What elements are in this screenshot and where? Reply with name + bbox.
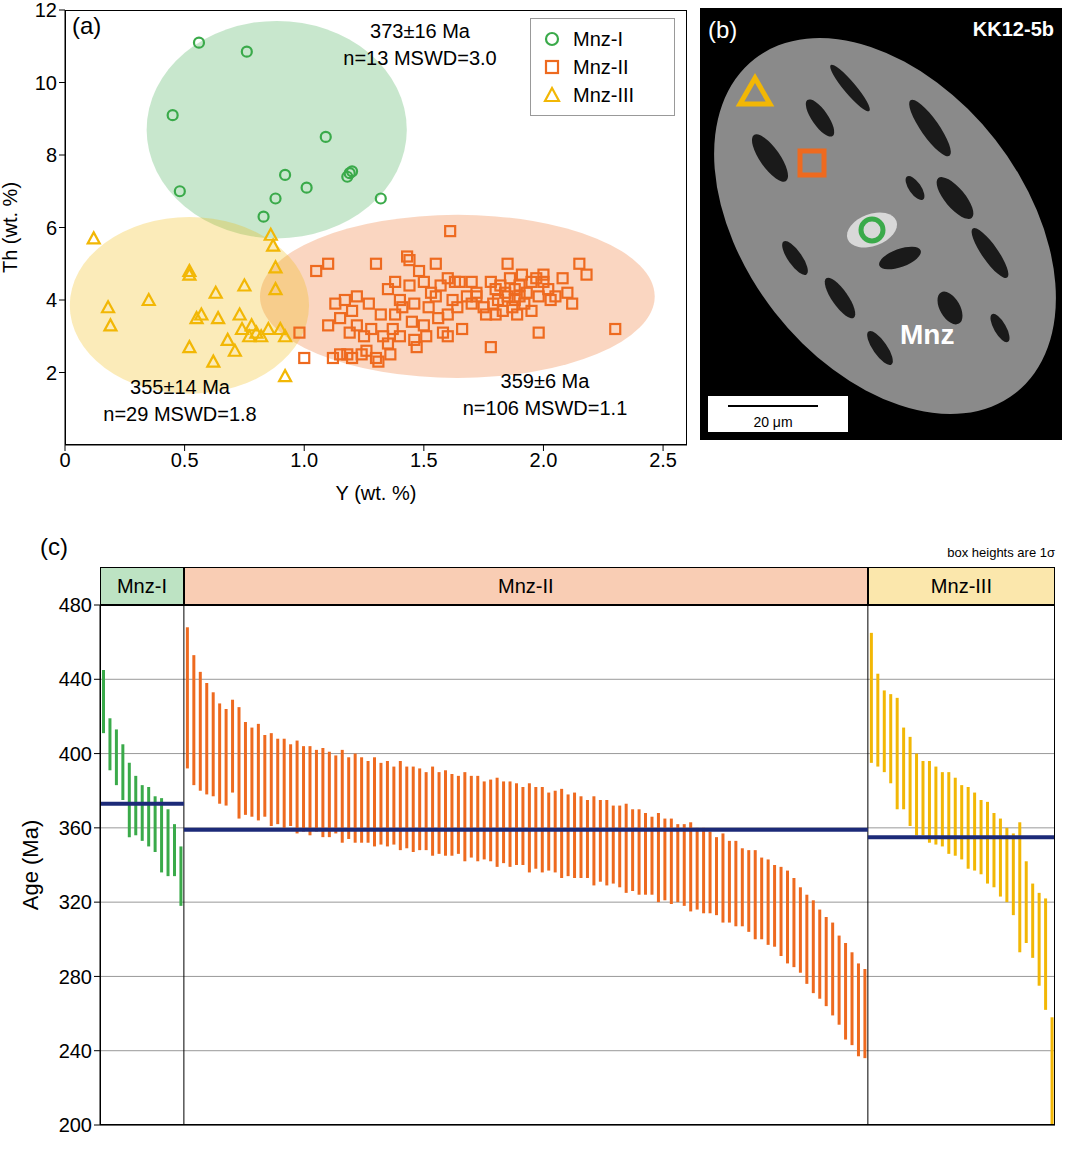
html-text:Mnz-I: Mnz-I	[116, 574, 167, 597]
svg-text:2: 2	[46, 362, 57, 384]
svg-text:6: 6	[46, 217, 57, 239]
svg-text:12: 12	[35, 0, 57, 21]
html-text:(a): (a)	[72, 12, 102, 39]
svg-text:Age (Ma): Age (Ma)	[18, 820, 43, 910]
html-text:box heights are 1σ: box heights are 1σ	[947, 545, 1055, 560]
html-text:n=13 MSWD=3.0: n=13 MSWD=3.0	[343, 47, 497, 69]
svg-text:1.0: 1.0	[290, 449, 318, 471]
svg-text:440: 440	[59, 668, 92, 690]
svg-text:KK12-5b: KK12-5b	[973, 18, 1054, 40]
svg-text:8: 8	[46, 144, 57, 166]
svg-text:240: 240	[59, 1040, 92, 1062]
svg-text:400: 400	[59, 743, 92, 765]
html-text:Mnz-II: Mnz-II	[573, 55, 629, 78]
svg-text:320: 320	[59, 891, 92, 913]
svg-text:Y (wt. %): Y (wt. %)	[336, 482, 417, 504]
svg-text:4: 4	[46, 289, 57, 311]
html-text:355±14 Ma: 355±14 Ma	[130, 376, 230, 398]
svg-text:0.5: 0.5	[171, 449, 199, 471]
svg-text:0: 0	[59, 449, 70, 471]
svg-text:(b): (b)	[708, 16, 737, 43]
html-text:Mnz-III: Mnz-III	[930, 574, 992, 597]
svg-text:10: 10	[35, 72, 57, 94]
html-text:(c): (c)	[40, 533, 68, 560]
svg-text:280: 280	[59, 966, 92, 988]
html-text:373±16 Ma: 373±16 Ma	[370, 20, 470, 42]
html-text:Mnz-III: Mnz-III	[573, 83, 635, 106]
svg-text:20 μm: 20 μm	[753, 414, 792, 430]
svg-text:480: 480	[59, 594, 92, 616]
svg-text:2.0: 2.0	[530, 449, 558, 471]
svg-text:360: 360	[59, 817, 92, 839]
svg-text:200: 200	[59, 1114, 92, 1136]
svg-text:Mnz: Mnz	[900, 319, 954, 350]
html-text:n=29 MSWD=1.8: n=29 MSWD=1.8	[103, 403, 257, 425]
svg-text:2.5: 2.5	[649, 449, 677, 471]
html-text:n=106 MSWD=1.1: n=106 MSWD=1.1	[462, 397, 628, 419]
svg-text:Th (wt. %): Th (wt. %)	[0, 182, 21, 273]
html-text:Mnz-II: Mnz-II	[498, 574, 554, 597]
html-text:359±6 Ma: 359±6 Ma	[500, 370, 590, 392]
svg-text:1.5: 1.5	[410, 449, 438, 471]
html-text:Mnz-I: Mnz-I	[573, 27, 623, 50]
